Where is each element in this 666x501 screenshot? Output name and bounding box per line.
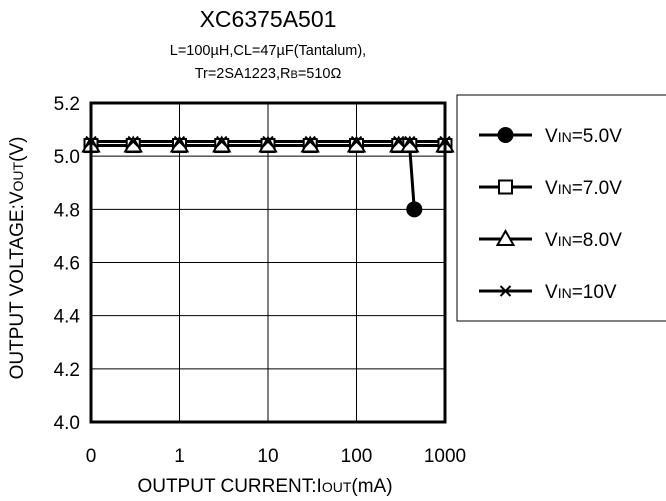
legend-label: VIN=5.0V — [545, 126, 622, 147]
y-axis-title-post: (V) — [7, 137, 28, 162]
x-tick-label: 10 — [257, 446, 278, 467]
legend-label-post: =10V — [572, 282, 617, 303]
y-tick-label: 4.2 — [54, 360, 80, 381]
y-axis-title: OUTPUT VOLTAGE:VOUT(V) — [7, 137, 28, 380]
data-point — [262, 135, 274, 148]
data-point — [495, 228, 516, 246]
legend-label-sub: IN — [558, 129, 572, 145]
legend-label-post: =8.0V — [572, 230, 623, 251]
data-point — [173, 135, 186, 148]
x-axis-title-pre: OUTPUT CURRENT:I — [137, 476, 321, 497]
tick-labels: 0 1 10 100 1000 4.0 4.2 4.4 4.6 4.8 5.0 5.2 — [54, 94, 467, 467]
series-0 — [91, 144, 416, 210]
data-point — [498, 179, 513, 195]
data-point — [127, 135, 139, 148]
subtitle-line2-b: =510Ω — [298, 66, 342, 82]
y-axis-title-pre: OUTPUT VOLTAGE:V — [7, 191, 28, 379]
x-tick-label: 100 — [341, 446, 373, 467]
data-point — [497, 127, 514, 143]
data-point — [393, 135, 405, 148]
legend-label: VIN=7.0V — [545, 178, 622, 199]
legend-entry: VIN=10V — [479, 282, 617, 303]
legend-entry: VIN=5.0V — [479, 126, 622, 147]
legend-label-sub: IN — [558, 233, 572, 249]
series-markers-3 — [85, 135, 451, 148]
y-tick-label: 4.6 — [54, 254, 80, 275]
x-tick-label: 1000 — [424, 446, 466, 467]
y-tick-label: 5.2 — [54, 94, 80, 115]
legend-box — [456, 94, 666, 322]
legend-entry: VIN=7.0V — [479, 178, 622, 199]
legend-label-post: =7.0V — [572, 178, 623, 199]
data-point — [406, 201, 423, 218]
legend-label-pre: V — [545, 178, 558, 199]
grid — [91, 103, 445, 422]
chart-subtitle-line1: L=100µH,CL=47µF(Tantalum), — [170, 43, 366, 59]
legend-label-sub: IN — [558, 181, 572, 197]
x-axis-title-post: (mA) — [351, 476, 392, 497]
y-axis-title-sub: OUT — [10, 161, 26, 191]
series-line — [91, 144, 416, 210]
y-tick-label: 4.8 — [54, 200, 80, 221]
legend-label: VIN=8.0V — [545, 230, 622, 251]
y-tick-label: 4.0 — [54, 413, 80, 434]
x-axis-title: OUTPUT CURRENT:IOUT(mA) — [137, 476, 392, 497]
legend-entry: VIN=8.0V — [479, 228, 622, 251]
series-markers-0 — [406, 201, 423, 218]
subtitle-line2-a: Tr=2SA1223,R — [195, 66, 291, 82]
legend-label-pre: V — [545, 282, 558, 303]
x-axis-title-sub: OUT — [322, 479, 352, 495]
y-tick-label: 5.0 — [54, 147, 80, 168]
x-tick-label: 1 — [174, 446, 185, 467]
chart-subtitle-line2: Tr=2SA1223,RB=510Ω — [195, 66, 342, 82]
legend-label-post: =5.0V — [572, 126, 623, 147]
legend-label: VIN=10V — [545, 282, 617, 303]
data-point — [404, 135, 416, 148]
data-point — [216, 135, 228, 148]
chart-title: XC6375A501 — [200, 6, 337, 32]
data-point — [350, 135, 363, 148]
legend-label-pre: V — [545, 230, 558, 251]
y-tick-label: 4.4 — [54, 307, 81, 328]
legend-label-sub: IN — [558, 285, 572, 301]
legend-label-pre: V — [545, 126, 558, 147]
data-point — [499, 285, 512, 297]
plot-frame — [89, 101, 447, 424]
data-point — [304, 135, 316, 148]
subtitle-line2-sub: B — [290, 69, 297, 81]
x-tick-label: 0 — [86, 446, 97, 467]
